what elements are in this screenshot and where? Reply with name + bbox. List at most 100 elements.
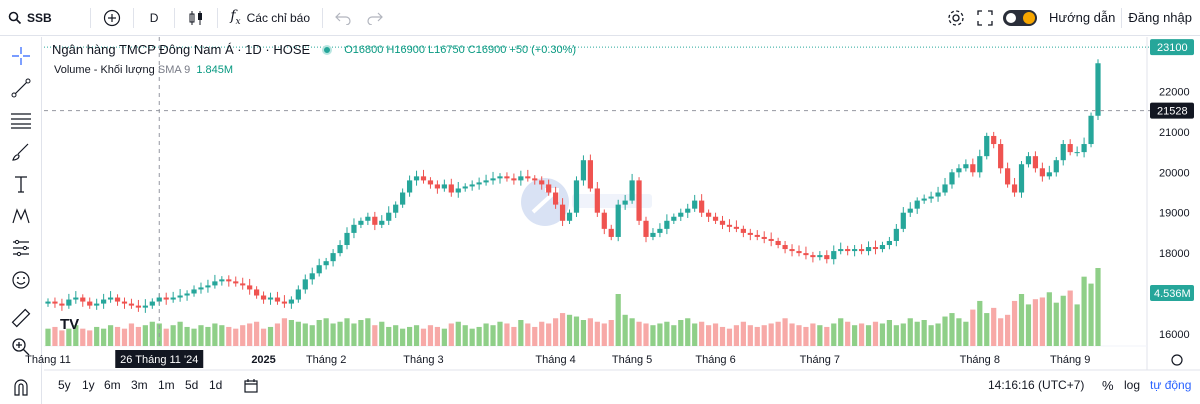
candle-body xyxy=(344,232,350,246)
candle-body xyxy=(267,297,274,300)
theme-toggle[interactable] xyxy=(1002,9,1037,26)
volume-bar xyxy=(650,325,656,346)
volume-bar xyxy=(94,326,100,346)
redo-icon xyxy=(367,12,383,25)
candle-body xyxy=(1088,115,1094,145)
emoji-tool[interactable] xyxy=(7,266,35,294)
volume-bar xyxy=(615,294,621,346)
login-link[interactable]: Đăng nhập xyxy=(1128,10,1192,25)
sma-value: 1.845M xyxy=(196,64,234,76)
volume-bar xyxy=(754,326,760,346)
zoom-in-icon xyxy=(12,338,30,356)
candle-body xyxy=(393,204,399,213)
zoom-tool[interactable] xyxy=(7,333,35,361)
candle-body xyxy=(490,178,496,181)
candle-body xyxy=(107,297,114,300)
volume-bar xyxy=(984,313,990,346)
candle-body xyxy=(865,247,872,252)
volume-bar xyxy=(879,323,886,346)
range-1m[interactable]: 1m xyxy=(158,378,175,392)
fullscreen-button[interactable] xyxy=(973,0,997,36)
candle-body xyxy=(532,178,538,181)
legend-low: L16750 xyxy=(428,43,465,56)
brush-tool[interactable] xyxy=(7,138,35,166)
volume-bar xyxy=(824,326,830,346)
clock-readout[interactable]: 14:16:16 (UTC+7) xyxy=(988,378,1085,392)
volume-bar xyxy=(142,325,148,346)
volume-bar xyxy=(553,318,559,346)
auto-scale-toggle[interactable]: tự động xyxy=(1150,378,1192,392)
volume-bar xyxy=(747,325,753,346)
candle-body xyxy=(1081,144,1087,153)
search-icon xyxy=(8,11,22,24)
undo-button[interactable] xyxy=(327,0,359,36)
fx-icon: fx xyxy=(230,8,241,27)
candle-body xyxy=(858,249,865,252)
help-link[interactable]: Hướng dẫn xyxy=(1048,10,1116,25)
crosshair-time-label: 26 Tháng 11 '24 xyxy=(120,354,198,366)
volume-bar xyxy=(101,328,107,346)
legend-change: +50 (+0.30%) xyxy=(509,43,577,56)
crosshair-tool[interactable] xyxy=(7,42,35,70)
volume-bar xyxy=(761,325,767,346)
trendline-tool[interactable] xyxy=(7,74,35,102)
volume-bar xyxy=(281,318,288,346)
volume-bar xyxy=(406,326,413,346)
range-6m[interactable]: 6m xyxy=(104,378,121,392)
compare-button[interactable] xyxy=(95,0,129,36)
settings-button[interactable] xyxy=(939,0,973,36)
redo-button[interactable] xyxy=(359,0,391,36)
time-tick-label: Tháng 2 xyxy=(306,354,346,366)
candle-body xyxy=(991,135,997,145)
percent-toggle[interactable]: % xyxy=(1102,378,1114,393)
volume-bar xyxy=(490,325,496,346)
candle-body xyxy=(518,176,524,181)
symbol-search[interactable]: SSB xyxy=(0,0,60,36)
pattern-tool[interactable] xyxy=(7,202,35,230)
candle-body xyxy=(782,245,788,250)
range-1d[interactable]: 1d xyxy=(209,378,223,392)
candle-body xyxy=(1067,144,1073,153)
measure-tool[interactable] xyxy=(7,234,35,262)
goto-date-button[interactable] xyxy=(243,378,259,397)
indicators-button[interactable]: fx Các chỉ báo xyxy=(222,0,318,36)
range-5d[interactable]: 5d xyxy=(185,378,199,392)
volume-bar xyxy=(872,321,879,346)
volume-bar xyxy=(288,320,294,346)
candle-body xyxy=(163,297,169,300)
candle-body xyxy=(740,228,746,233)
candle-body xyxy=(900,212,906,229)
volume-bar xyxy=(344,318,350,346)
candle-body xyxy=(351,224,357,233)
magnet-tool[interactable] xyxy=(7,373,35,401)
candle-body xyxy=(963,164,969,169)
price-tick-label: 19000 xyxy=(1159,208,1190,220)
candle-body xyxy=(546,184,552,193)
candle-body xyxy=(942,184,948,193)
candle-body xyxy=(386,212,392,221)
chart-type-button[interactable] xyxy=(179,0,213,36)
candle-body xyxy=(295,289,301,300)
volume-bar xyxy=(191,328,197,346)
candle-body xyxy=(566,212,573,221)
volume-bar xyxy=(852,325,858,346)
volume-bar xyxy=(1095,268,1101,346)
log-toggle[interactable]: log xyxy=(1124,378,1141,392)
text-tool[interactable] xyxy=(7,170,35,198)
candle-body xyxy=(504,176,510,179)
range-3m[interactable]: 3m xyxy=(131,378,148,392)
volume-bar xyxy=(1039,297,1045,346)
candle-body xyxy=(977,156,983,173)
range-1y[interactable]: 1y xyxy=(82,378,95,392)
volume-bar xyxy=(782,318,788,346)
ruler-tool[interactable] xyxy=(7,304,35,332)
volume-bar xyxy=(928,325,934,346)
candle-body xyxy=(664,220,670,229)
horizontal-lines-tool[interactable] xyxy=(7,106,35,134)
range-5y[interactable]: 5y xyxy=(58,378,71,392)
symbol-label: SSB xyxy=(27,10,52,25)
candle-body xyxy=(984,135,990,157)
interval-button[interactable]: D xyxy=(149,10,159,25)
volume-bar xyxy=(455,321,461,346)
